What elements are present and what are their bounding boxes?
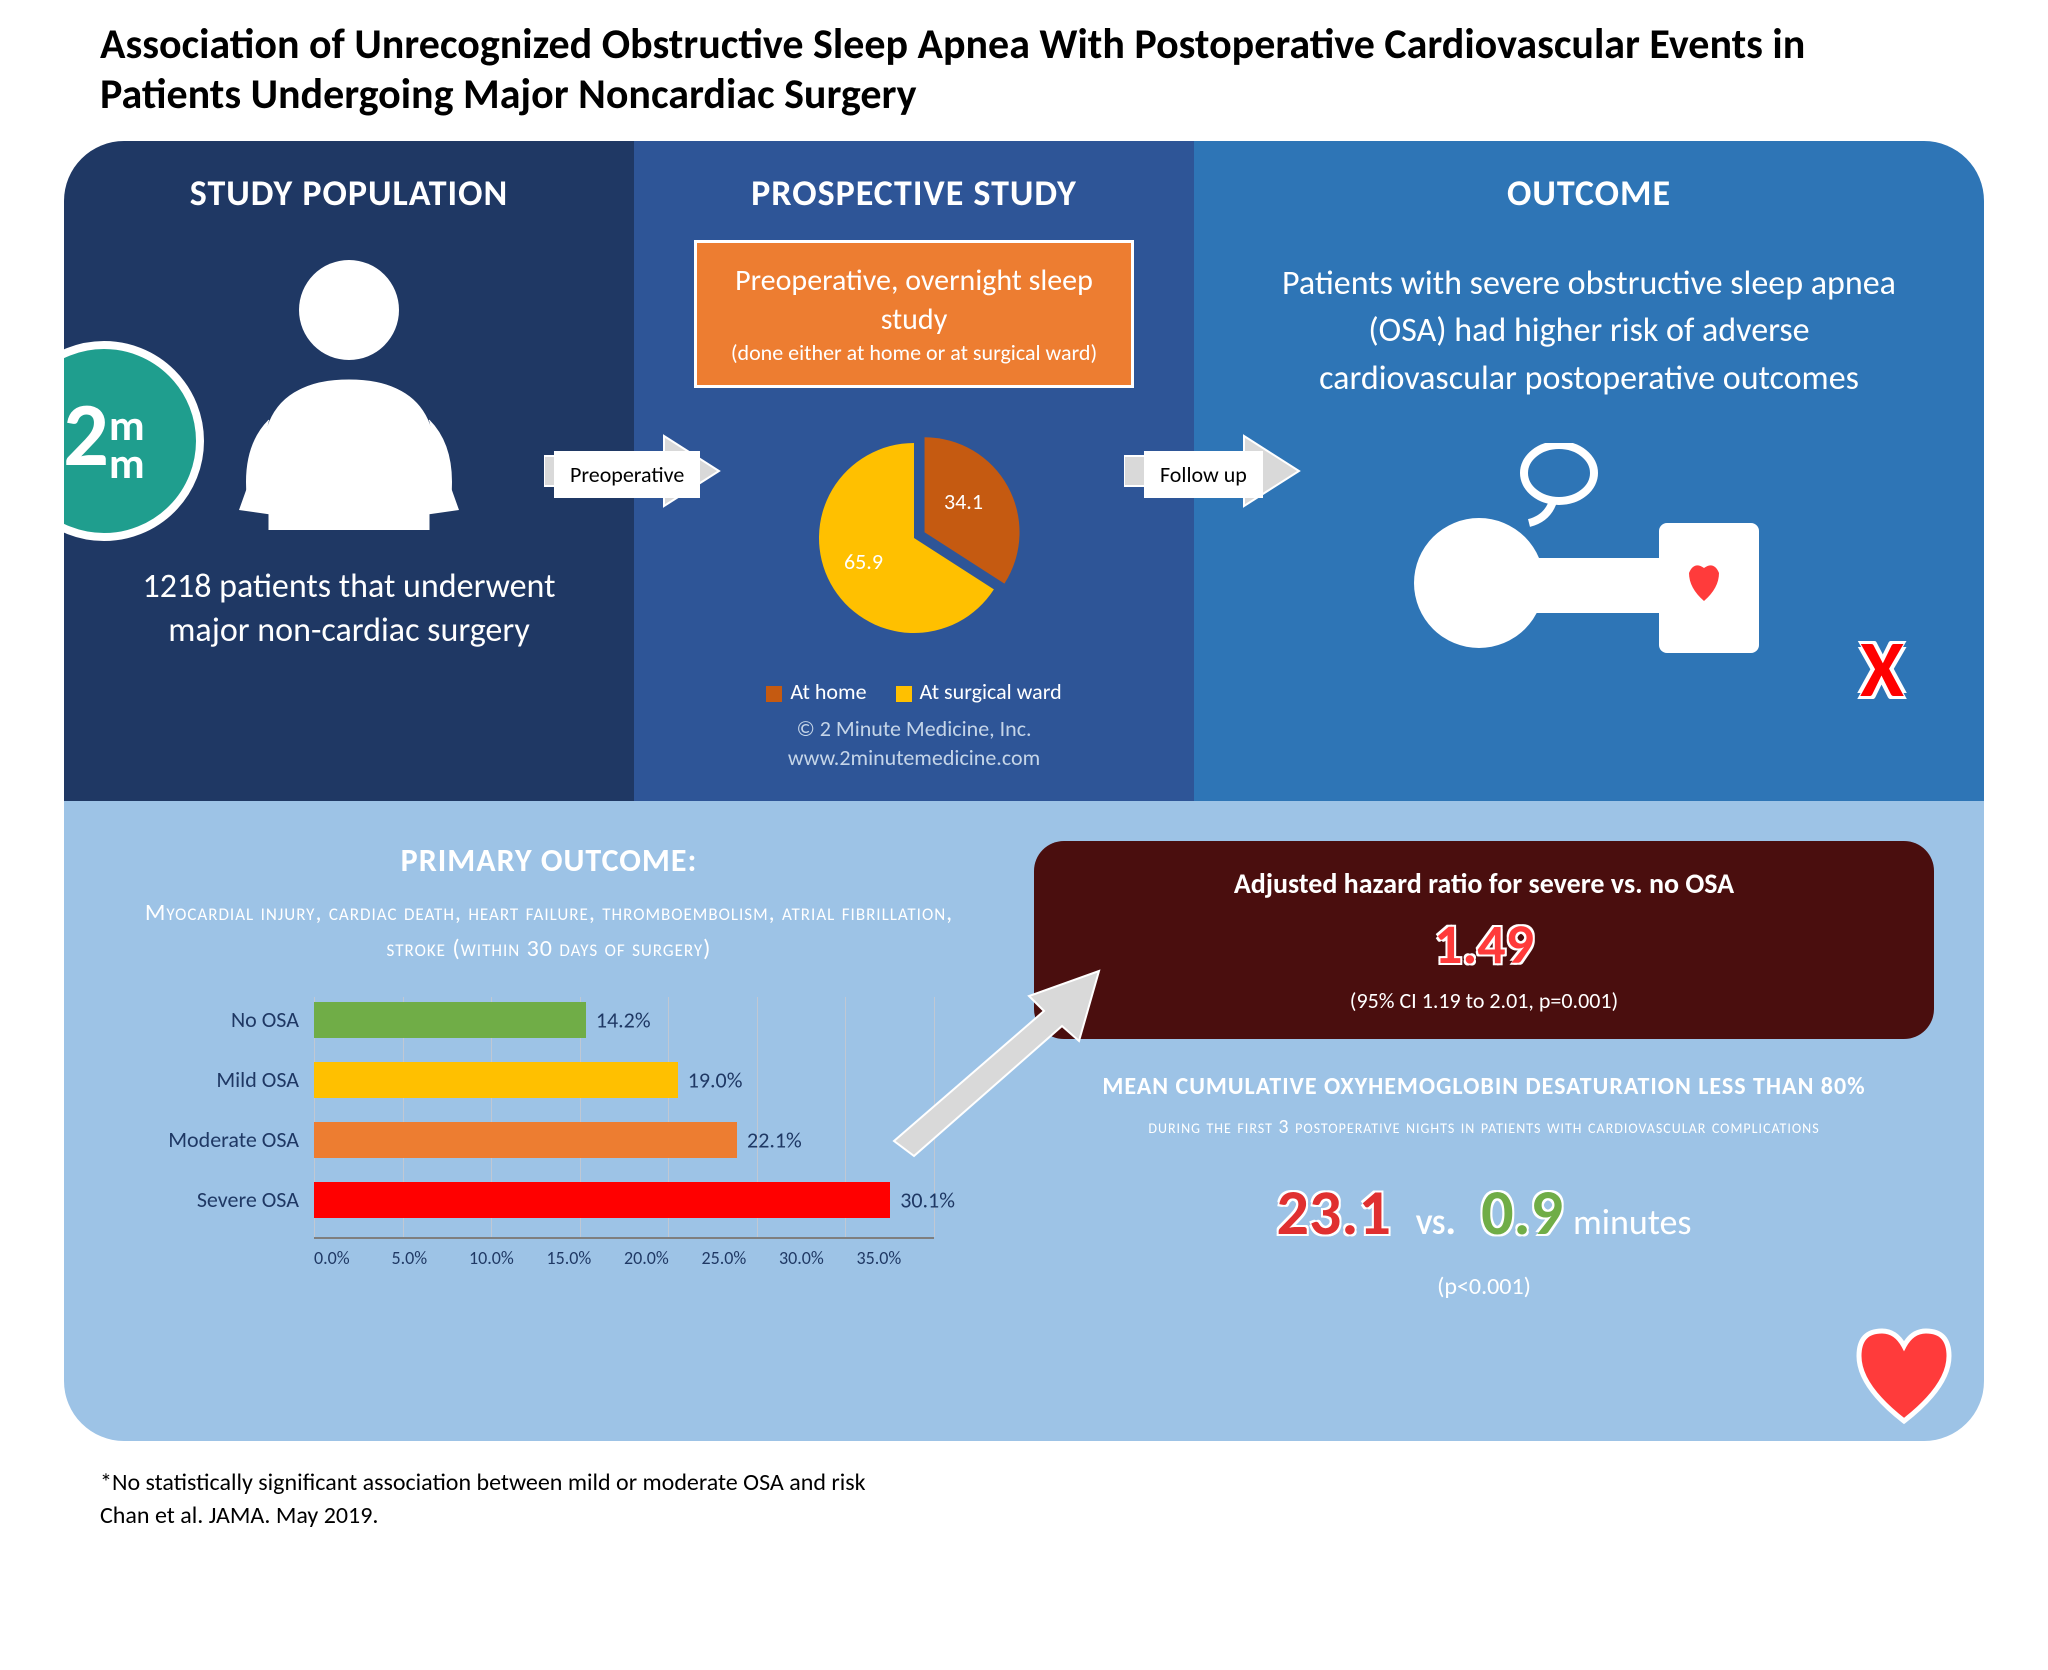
outcome-heading: OUTCOME [1234, 171, 1944, 215]
hazard-ratio-box: Adjusted hazard ratio for severe vs. no … [1034, 841, 1934, 1039]
desat-values: 23.1 vs. 0.9 minutes [1034, 1174, 1934, 1252]
bar-chart: No OSA14.2%Mild OSA19.0%Moderate OSA22.1… [114, 997, 984, 1269]
arrow-followup-label: Follow up [1144, 451, 1263, 498]
outcome-text: Patients with severe obstructive sleep a… [1234, 240, 1944, 423]
infographic-container: 2mm STUDY POPULATION 1218 patients that … [64, 141, 1984, 1441]
prospective-heading: PROSPECTIVE STUDY [674, 171, 1154, 215]
legend-ward: At surgical ward [920, 678, 1062, 705]
primary-outcome-title: PRIMARY OUTCOME: [114, 841, 984, 880]
study-pop-desc: 1218 patients that underwent major non-c… [104, 565, 594, 653]
hazard-title: Adjusted hazard ratio for severe vs. no … [1074, 866, 1894, 901]
patient-bed-icon [1399, 443, 1779, 663]
sleep-study-main: Preoperative, overnight sleep study [717, 261, 1111, 339]
pie-legend: At home At surgical ward [674, 678, 1154, 705]
main-title: Association of Unrecognized Obstructive … [40, 20, 2008, 121]
study-pop-heading: STUDY POPULATION [104, 171, 594, 215]
copyright-text: © 2 Minute Medicine, Inc.www.2minutemedi… [674, 715, 1154, 772]
heart-corner-icon [1844, 1321, 1964, 1431]
desat-pvalue: (p<0.001) [1034, 1272, 1934, 1301]
red-x-icon: X [1860, 621, 1904, 718]
bottom-panel: PRIMARY OUTCOME: Myocardial injury, card… [64, 801, 1984, 1441]
pie-label-home: 34.1 [944, 488, 983, 515]
footnote: *No statistically significant associatio… [40, 1466, 2008, 1533]
outcome-panel: OUTCOME Patients with severe obstructive… [1194, 141, 1984, 801]
desat-sub: during the first 3 postoperative nights … [1034, 1110, 1934, 1144]
hazard-value: 1.49 [1074, 911, 1894, 979]
desat-vs: vs. [1416, 1196, 1456, 1245]
person-icon [219, 250, 479, 530]
arrow-preop-label: Preoperative [554, 451, 700, 498]
legend-home: At home [790, 678, 866, 705]
hazard-ci: (95% CI 1.19 to 2.01, p=0.001) [1074, 987, 1894, 1014]
desat-title: MEAN CUMULATIVE OXYHEMOGLOBIN DESATURATI… [1034, 1069, 1934, 1105]
desat-unit: minutes [1573, 1200, 1692, 1244]
primary-outcome-sub: Myocardial injury, cardiac death, heart … [114, 895, 984, 967]
sleep-study-sub: (done either at home or at surgical ward… [717, 339, 1111, 368]
diagonal-arrow-icon [884, 961, 1104, 1161]
pie-chart: 34.1 65.9 [794, 418, 1034, 658]
sleep-study-box: Preoperative, overnight sleep study (don… [694, 240, 1134, 389]
pie-label-ward: 65.9 [844, 548, 883, 575]
desat-v1: 23.1 [1276, 1174, 1390, 1252]
desat-v2: 0.9 [1481, 1174, 1563, 1252]
